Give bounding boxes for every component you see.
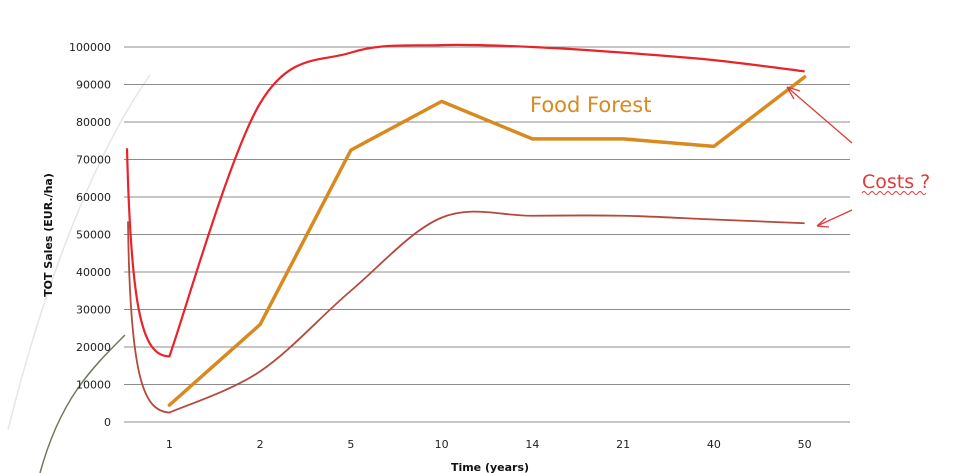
x-tick-label: 14	[525, 438, 539, 451]
costs-spellcheck-underline	[861, 191, 927, 195]
x-tick-label: 40	[707, 438, 721, 451]
y-tick-label: 80000	[76, 116, 111, 129]
y-tick-label: 100000	[69, 41, 111, 54]
background-decoration	[7, 74, 151, 473]
costs-arrow-upper	[786, 86, 853, 144]
annotation-arrows	[786, 86, 853, 228]
x-axis-title: Time (years)	[451, 461, 529, 473]
costs-label: Costs ?	[862, 171, 930, 193]
x-tick-label: 10	[435, 438, 449, 451]
x-tick-label: 1	[166, 438, 173, 451]
y-tick-label: 30000	[76, 304, 111, 317]
series-lines	[125, 43, 807, 414]
food-forest-label: Food Forest	[530, 93, 651, 117]
series-line-lower-curve	[127, 210, 805, 414]
decorative-curve-dark	[39, 334, 126, 473]
costs-arrow-lower	[816, 209, 853, 228]
x-tick-label: 21	[616, 438, 630, 451]
x-tick-label: 50	[798, 438, 812, 451]
y-axis-title: TOT Sales (EUR./ha)	[42, 173, 55, 297]
y-tick-label: 20000	[76, 341, 111, 354]
y-tick-label: 40000	[76, 266, 111, 279]
y-tick-label: 10000	[76, 379, 111, 392]
y-tick-label: 60000	[76, 191, 111, 204]
gridlines	[124, 46, 850, 423]
x-tick-label: 5	[347, 438, 354, 451]
y-tick-label: 50000	[76, 229, 111, 242]
y-tick-label: 0	[104, 416, 111, 429]
series-line-upper-curve	[125, 43, 805, 358]
x-tick-label: 2	[257, 438, 264, 451]
series-line-food-forest	[167, 75, 807, 407]
y-tick-labels: 0 10000 20000 30000 40000 50000 60000 70000 8000…	[69, 41, 111, 429]
y-tick-label: 90000	[76, 79, 111, 92]
x-tick-labels: 1 2 5 10 14 21 40 50	[166, 438, 812, 451]
y-tick-label: 70000	[76, 154, 111, 167]
decorative-curve-light	[7, 74, 151, 431]
